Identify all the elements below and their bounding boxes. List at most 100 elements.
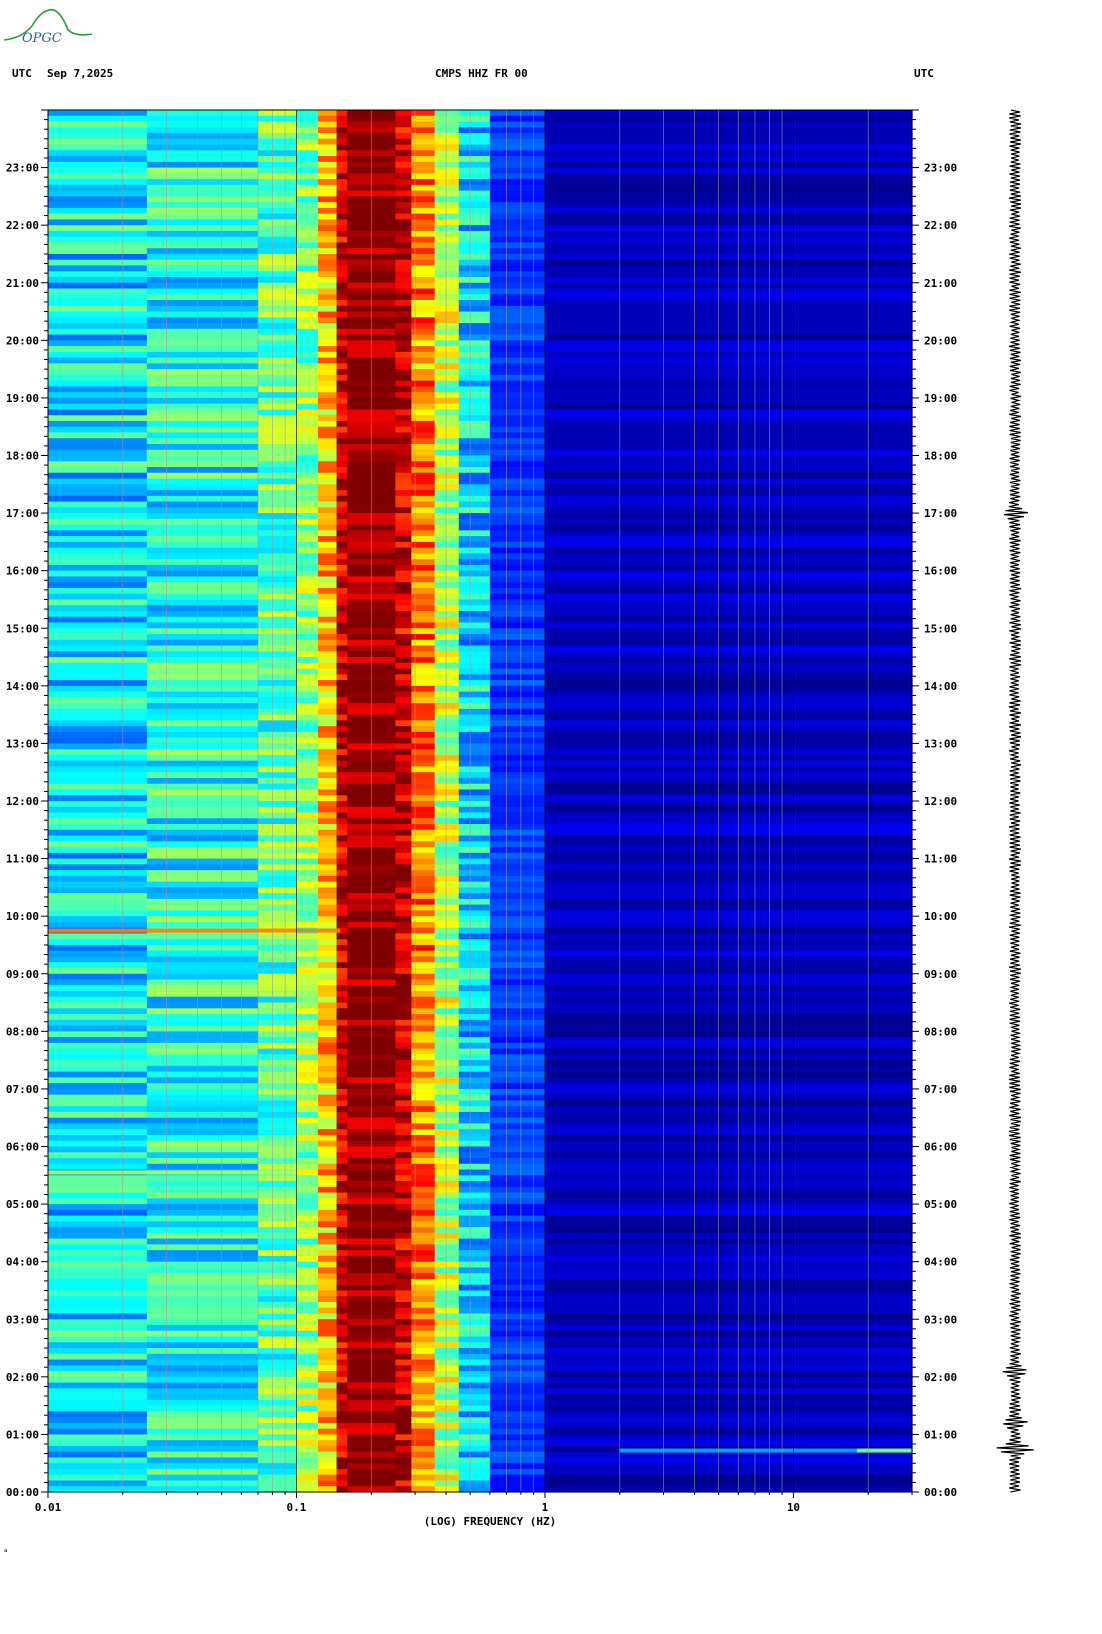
heatmap-cell <box>458 553 491 560</box>
heatmap-cell <box>411 190 436 197</box>
heatmap-cell <box>257 248 298 255</box>
heatmap-cell <box>48 1313 148 1320</box>
heatmap-cell <box>257 1060 298 1067</box>
heatmap-cell <box>544 1290 913 1297</box>
heatmap-cell <box>48 449 148 457</box>
heatmap-cell <box>544 559 913 566</box>
heatmap-cell <box>434 685 460 693</box>
heatmap-cell <box>296 1434 319 1441</box>
heatmap-cell <box>296 1209 319 1217</box>
heatmap-cell <box>296 1359 319 1366</box>
heatmap-cell <box>395 847 412 854</box>
heatmap-cell <box>411 1077 436 1084</box>
heatmap-cell <box>458 380 491 387</box>
heatmap-cell <box>257 1042 298 1050</box>
heatmap-cell <box>489 1169 546 1176</box>
heatmap-cell <box>146 559 259 566</box>
heatmap-cell <box>48 432 148 439</box>
frequency-band <box>411 110 436 1493</box>
y-tick-label: 18:00 <box>6 450 39 463</box>
heatmap-cell <box>48 564 148 572</box>
heatmap-cell <box>336 1025 348 1032</box>
heatmap-cell <box>257 979 298 986</box>
heatmap-cell <box>257 478 298 485</box>
heatmap-cell <box>489 1123 546 1130</box>
heatmap-cell <box>489 582 546 589</box>
heatmap-cell <box>434 1422 460 1430</box>
heatmap-cell <box>544 634 913 641</box>
heatmap-cell <box>411 1376 436 1384</box>
heatmap-cell <box>458 1486 491 1493</box>
heatmap-cell <box>489 651 546 658</box>
heatmap-cell <box>296 881 319 888</box>
heatmap-cell <box>257 1129 298 1136</box>
heatmap-cell <box>257 150 298 157</box>
heatmap-cell <box>395 167 412 174</box>
heatmap-cell <box>489 921 546 929</box>
heatmap-cell <box>296 944 319 952</box>
heatmap-cell <box>395 242 412 249</box>
heatmap-cell <box>146 587 259 595</box>
heatmap-cell <box>336 622 348 629</box>
heatmap-cell <box>48 173 148 180</box>
heatmap-cell <box>146 282 259 290</box>
heatmap-cell <box>458 133 491 140</box>
heatmap-cell <box>146 1071 259 1078</box>
heatmap-cell <box>48 841 148 848</box>
heatmap-cell <box>544 1313 913 1320</box>
heatmap-cell <box>544 346 913 353</box>
heatmap-cell <box>544 438 913 445</box>
heatmap-cell <box>317 110 338 117</box>
heatmap-cell <box>257 420 298 428</box>
heatmap-cell <box>395 1348 412 1355</box>
heatmap-cell <box>296 893 319 900</box>
heatmap-cell <box>489 714 546 721</box>
heatmap-cell <box>489 490 546 497</box>
heatmap-cell <box>458 202 491 209</box>
heatmap-cell <box>257 812 298 819</box>
heatmap-cell <box>395 564 412 572</box>
heatmap-cell <box>296 443 319 451</box>
heatmap-cell <box>336 219 348 226</box>
heatmap-cell <box>336 1434 348 1441</box>
heatmap-cell <box>317 150 338 157</box>
heatmap-cell <box>458 1273 491 1280</box>
y-tick-label: 09:00 <box>6 968 39 981</box>
heatmap-cell <box>395 501 412 508</box>
heatmap-cell <box>296 409 319 416</box>
heatmap-cell <box>544 893 913 900</box>
heatmap-cell <box>48 1342 148 1349</box>
heatmap-cell <box>458 1411 491 1418</box>
heatmap-cell <box>411 1422 436 1430</box>
heatmap-cell <box>489 881 546 888</box>
heatmap-cell <box>489 276 546 284</box>
heatmap-cell <box>458 1434 491 1441</box>
heatmap-cell <box>411 1042 436 1050</box>
heatmap-cell <box>434 207 460 215</box>
heatmap-cell <box>336 1163 348 1171</box>
heatmap-cell <box>544 864 913 871</box>
heatmap-cell <box>257 801 298 808</box>
heatmap-cell <box>395 801 412 808</box>
y-tick-label: 03:00 <box>924 1313 957 1326</box>
heatmap-cell <box>296 213 319 221</box>
x-axis-label: (LOG) FREQUENCY (HZ) <box>424 1515 556 1528</box>
heatmap-cell <box>48 795 148 802</box>
heatmap-cell <box>489 1301 546 1309</box>
heatmap-cell <box>336 167 348 174</box>
heatmap-cell <box>48 501 148 508</box>
heatmap-cell <box>434 501 460 508</box>
heatmap-cell <box>296 691 319 698</box>
heatmap-cell <box>48 311 148 318</box>
heatmap-cell <box>317 219 338 226</box>
heatmap-cell <box>257 1261 298 1269</box>
heatmap-cell <box>544 1134 913 1142</box>
heatmap-cell <box>411 323 436 330</box>
heatmap-cell <box>296 236 319 244</box>
heatmap-cell <box>48 490 148 497</box>
heatmap-cell <box>146 490 259 497</box>
heatmap-cell <box>48 288 148 295</box>
heatmap-cell <box>489 622 546 629</box>
heatmap-cell <box>296 253 319 261</box>
heatmap-cell <box>458 605 491 612</box>
